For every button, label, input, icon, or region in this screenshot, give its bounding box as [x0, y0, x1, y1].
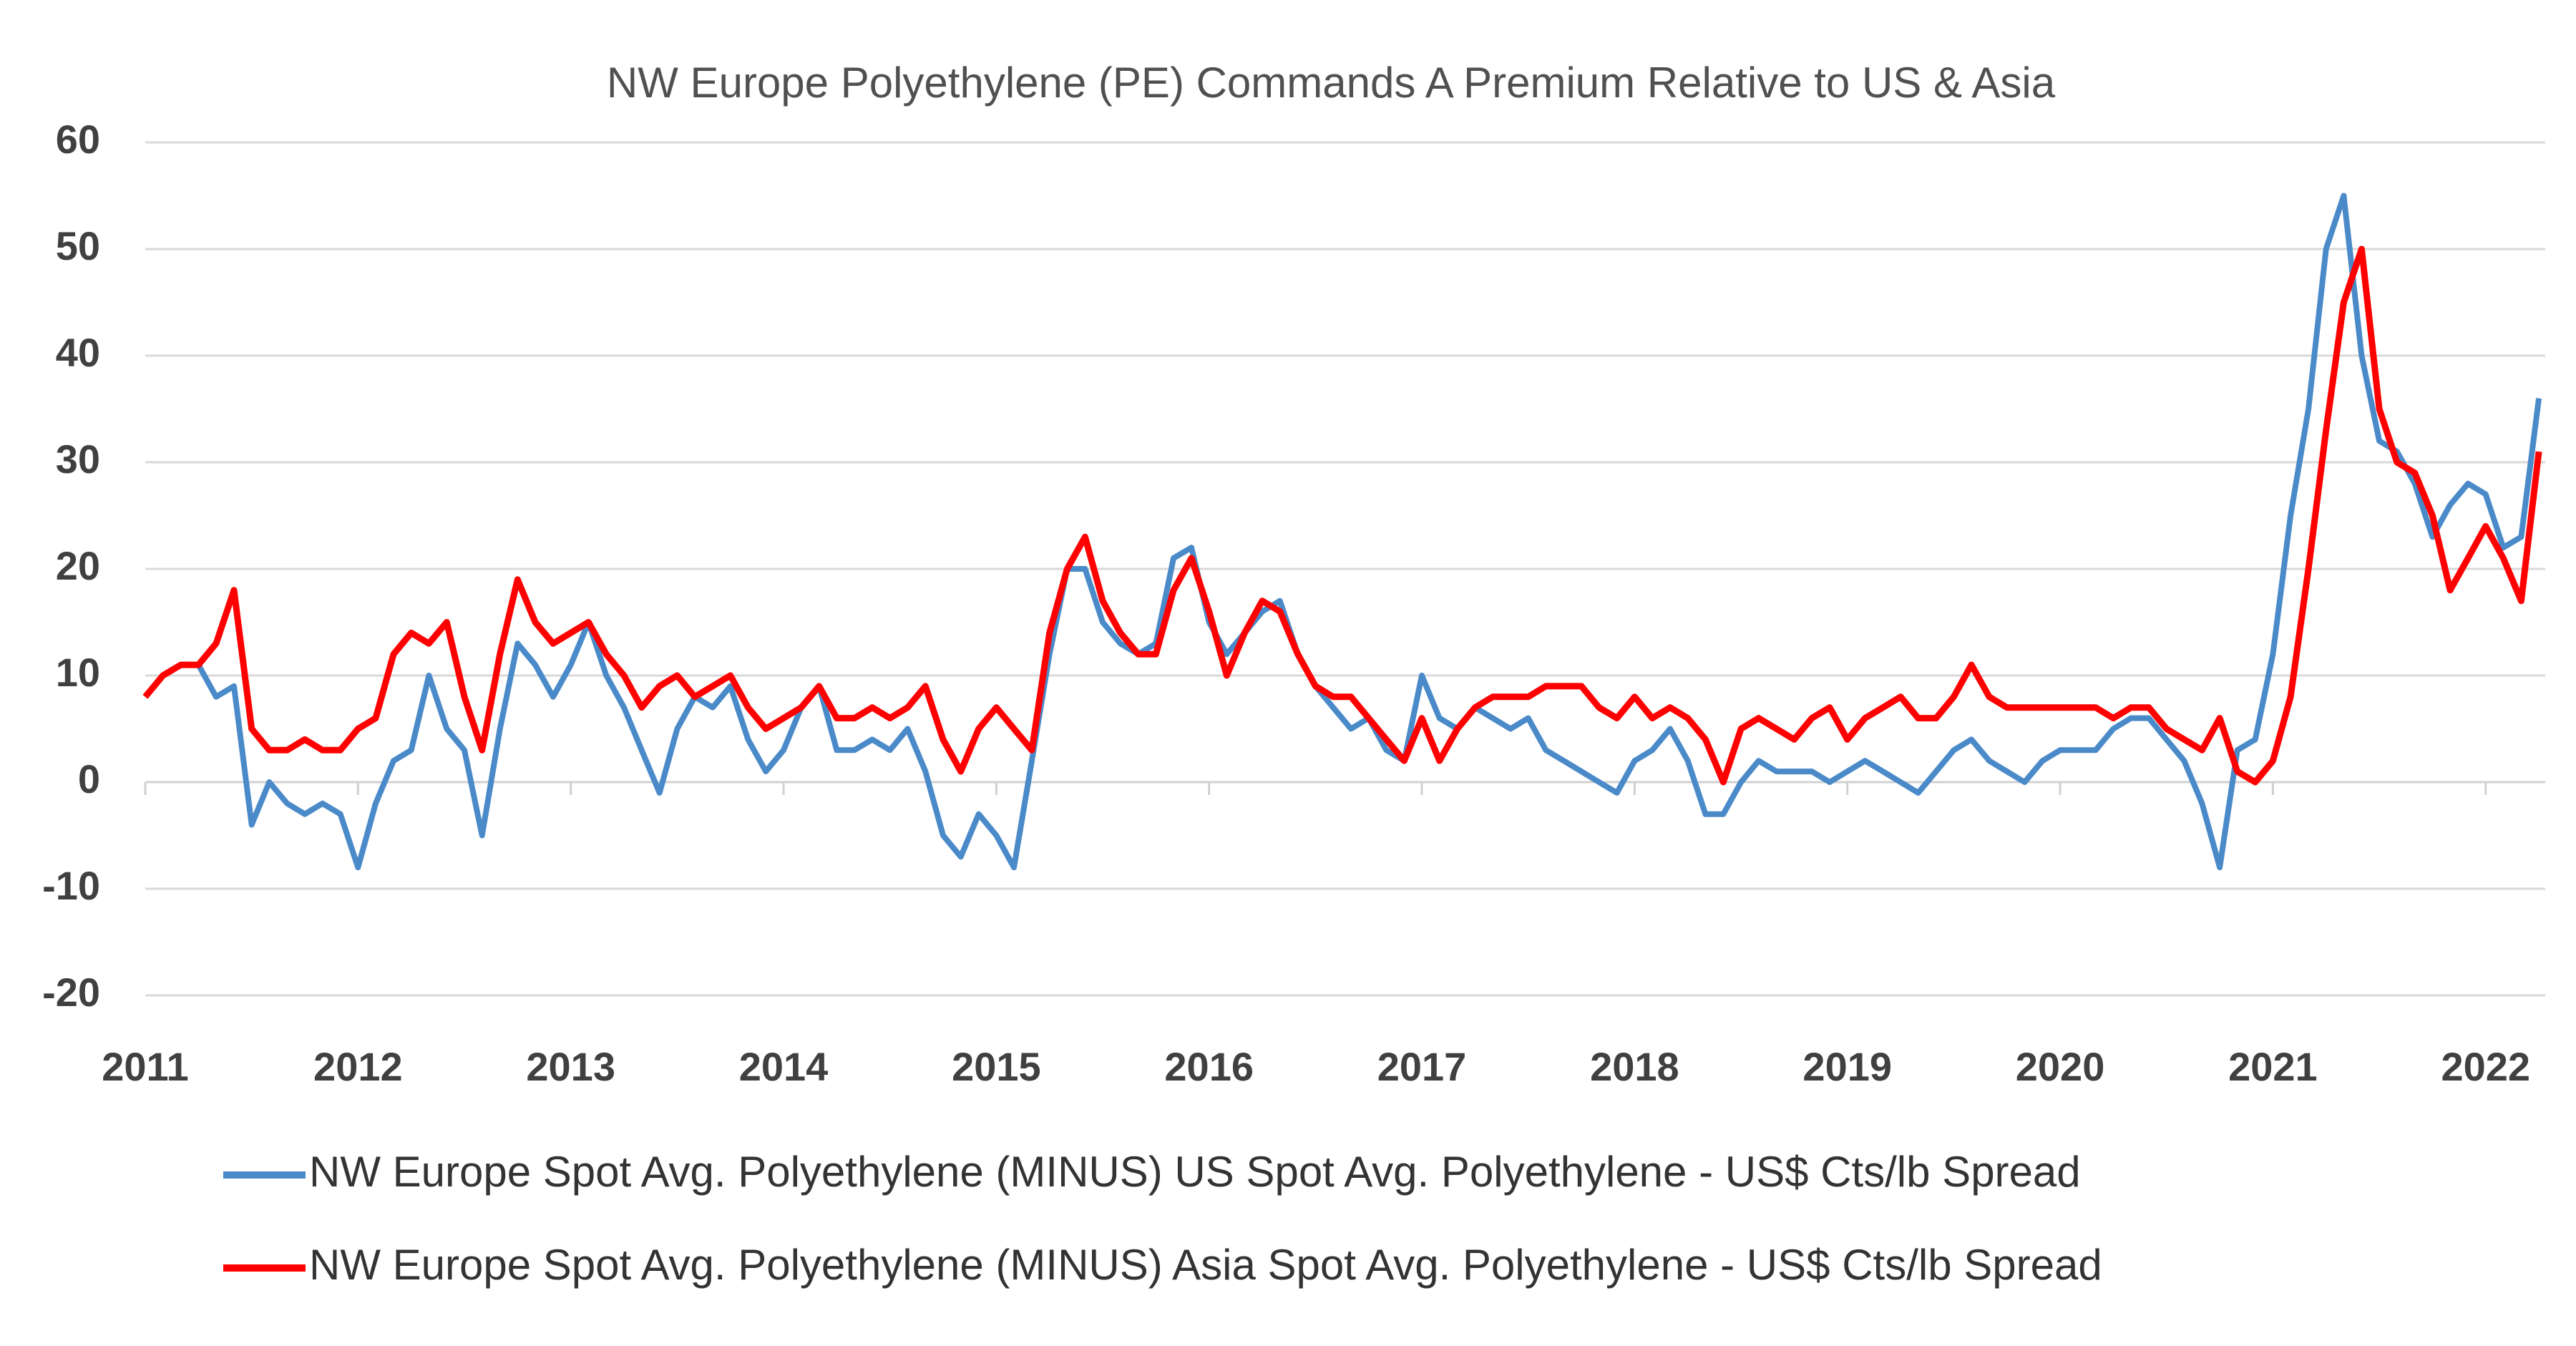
y-tick-label: 0	[78, 756, 100, 801]
x-tick-label: 2017	[1377, 1044, 1467, 1089]
x-tick-label: 2013	[526, 1044, 615, 1089]
y-tick-label: 50	[56, 223, 100, 268]
x-tick-label: 2012	[313, 1044, 403, 1089]
y-tick-label: 10	[56, 650, 100, 695]
x-tick-label: 2019	[1802, 1044, 1892, 1089]
y-tick-label: -20	[42, 970, 100, 1015]
x-tick-label: 2016	[1164, 1044, 1254, 1089]
x-tick-label: 2011	[102, 1044, 189, 1089]
chart-title: NW Europe Polyethylene (PE) Commands A P…	[607, 59, 2056, 107]
y-tick-label: 60	[56, 117, 100, 162]
x-tick-label: 2021	[2228, 1044, 2318, 1089]
y-tick-label: -10	[42, 863, 100, 908]
y-tick-label: 30	[56, 437, 100, 482]
legend-label: NW Europe Spot Avg. Polyethylene (MINUS)…	[309, 1241, 2102, 1289]
series-line	[142, 192, 2542, 871]
legend-label: NW Europe Spot Avg. Polyethylene (MINUS)…	[309, 1148, 2081, 1196]
y-tick-label: 40	[56, 330, 100, 375]
x-tick-label: 2014	[739, 1044, 829, 1089]
x-tick-label: 2015	[952, 1044, 1041, 1089]
x-tick-label: 2022	[2441, 1044, 2530, 1089]
y-tick-label: 20	[56, 543, 100, 588]
x-tick-label: 2020	[2016, 1044, 2105, 1089]
x-tick-label: 2018	[1590, 1044, 1679, 1089]
series-line	[142, 245, 2542, 786]
